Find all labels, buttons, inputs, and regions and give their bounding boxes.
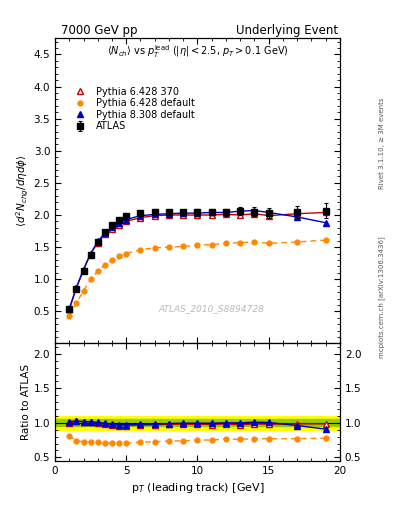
Pythia 6.428 370 [266, 212, 271, 219]
Pythia 6.428 default [110, 257, 114, 263]
Pythia 8.308 default [67, 306, 72, 312]
Pythia 8.308 default [167, 210, 171, 217]
Pythia 6.428 370 [74, 285, 79, 291]
Pythia 8.308 default [124, 217, 129, 223]
Pythia 6.428 default [238, 240, 242, 246]
Pythia 6.428 default [224, 240, 228, 246]
Pythia 6.428 370 [295, 210, 299, 217]
Pythia 6.428 370 [195, 212, 200, 218]
Pythia 6.428 default [209, 242, 214, 248]
Pythia 6.428 default [181, 243, 185, 249]
Pythia 6.428 370 [124, 219, 129, 225]
Pythia 6.428 370 [167, 212, 171, 218]
Pythia 6.428 default [266, 240, 271, 246]
Pythia 8.308 default [95, 238, 100, 244]
Pythia 6.428 default [167, 244, 171, 250]
Pythia 8.308 default [238, 208, 242, 214]
Text: 7000 GeV pp: 7000 GeV pp [61, 24, 138, 37]
Pythia 6.428 370 [323, 209, 328, 216]
Pythia 8.308 default [209, 209, 214, 216]
Pythia 8.308 default [152, 211, 157, 218]
Pythia 8.308 default [295, 214, 299, 220]
Pythia 6.428 default [88, 276, 93, 282]
Pythia 8.308 default [252, 207, 257, 214]
Pythia 6.428 default [295, 239, 299, 245]
Legend: Pythia 6.428 370, Pythia 6.428 default, Pythia 8.308 default, ATLAS: Pythia 6.428 370, Pythia 6.428 default, … [66, 83, 198, 135]
Pythia 6.428 370 [224, 211, 228, 218]
Pythia 6.428 default [252, 239, 257, 245]
Pythia 6.428 370 [95, 240, 100, 246]
Pythia 6.428 default [195, 242, 200, 248]
Pythia 6.428 default [67, 313, 72, 319]
Pythia 8.308 default [88, 250, 93, 257]
Bar [55, 419, 340, 426]
Pythia 6.428 370 [138, 215, 143, 221]
Pythia 6.428 default [81, 288, 86, 294]
Pythia 6.428 370 [110, 225, 114, 231]
Pythia 8.308 default [181, 210, 185, 216]
Pythia 6.428 370 [67, 306, 72, 312]
Line: Pythia 6.428 default: Pythia 6.428 default [67, 238, 328, 318]
Pythia 6.428 370 [117, 222, 121, 228]
Y-axis label: Ratio to ATLAS: Ratio to ATLAS [21, 364, 31, 440]
Text: Underlying Event: Underlying Event [236, 24, 338, 37]
Text: ATLAS_2010_S8894728: ATLAS_2010_S8894728 [159, 304, 264, 313]
Text: $\langle N_{ch}\rangle$ vs $p_{T}^{\rm lead}$ ($|\eta|<2.5$, $p_T>0.1$ GeV): $\langle N_{ch}\rangle$ vs $p_{T}^{\rm l… [107, 43, 288, 60]
Pythia 6.428 default [95, 268, 100, 274]
Pythia 8.308 default [110, 224, 114, 230]
Pythia 6.428 370 [238, 212, 242, 218]
Bar [55, 416, 340, 430]
Line: Pythia 6.428 370: Pythia 6.428 370 [66, 209, 329, 312]
Pythia 6.428 default [74, 300, 79, 306]
Y-axis label: $\langle d^2 N_{chg}/d\eta d\phi\rangle$: $\langle d^2 N_{chg}/d\eta d\phi\rangle$ [15, 155, 31, 227]
Pythia 8.308 default [224, 209, 228, 216]
Pythia 8.308 default [195, 210, 200, 216]
Pythia 8.308 default [117, 220, 121, 226]
Pythia 6.428 default [138, 247, 143, 253]
Pythia 6.428 default [323, 237, 328, 243]
Pythia 6.428 370 [252, 210, 257, 217]
Pythia 6.428 370 [88, 250, 93, 257]
Pythia 6.428 370 [103, 231, 107, 238]
Pythia 6.428 370 [209, 212, 214, 218]
Pythia 8.308 default [138, 212, 143, 219]
Pythia 6.428 370 [152, 212, 157, 219]
Pythia 6.428 370 [181, 212, 185, 218]
Pythia 6.428 370 [81, 267, 86, 273]
Pythia 8.308 default [103, 230, 107, 236]
Line: Pythia 8.308 default: Pythia 8.308 default [66, 207, 329, 312]
X-axis label: p$_T$ (leading track) [GeV]: p$_T$ (leading track) [GeV] [130, 481, 264, 495]
Pythia 8.308 default [323, 220, 328, 226]
Pythia 6.428 default [103, 262, 107, 268]
Pythia 6.428 default [124, 250, 129, 257]
Pythia 8.308 default [81, 267, 86, 273]
Pythia 8.308 default [74, 285, 79, 291]
Text: mcplots.cern.ch [arXiv:1306.3436]: mcplots.cern.ch [arXiv:1306.3436] [378, 236, 386, 358]
Pythia 8.308 default [266, 209, 271, 216]
Pythia 6.428 default [117, 253, 121, 259]
Text: Rivet 3.1.10, ≥ 3M events: Rivet 3.1.10, ≥ 3M events [379, 98, 385, 189]
Pythia 6.428 default [152, 245, 157, 251]
